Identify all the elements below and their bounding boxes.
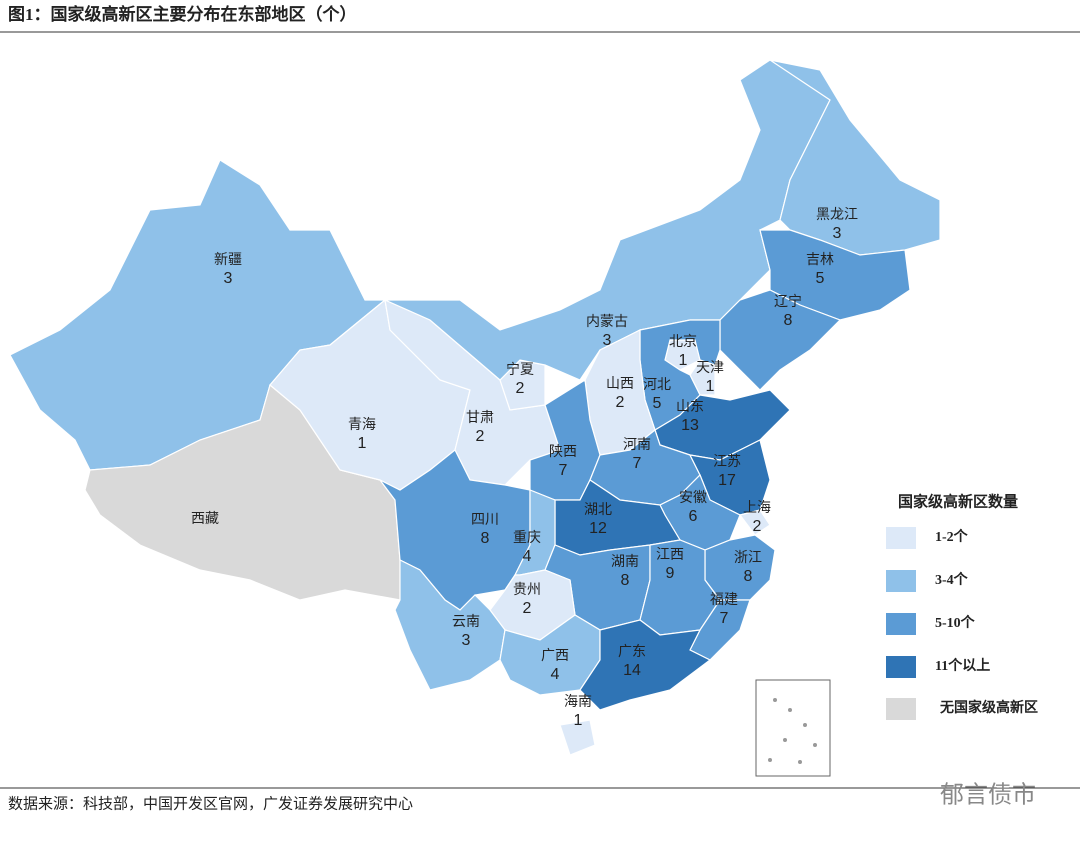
province-count: 1 — [706, 378, 715, 395]
province-name: 浙江 — [734, 550, 762, 566]
province-count: 2 — [523, 600, 532, 617]
islands — [768, 698, 817, 764]
inset-box — [755, 679, 831, 777]
legend-swatch — [886, 656, 916, 678]
province-count: 12 — [589, 520, 607, 537]
province-count: 3 — [603, 332, 612, 349]
legend-swatch — [886, 527, 916, 549]
province-count: 1 — [574, 712, 583, 729]
province-name: 云南 — [452, 614, 480, 630]
legend-label: 5-10个 — [935, 614, 976, 631]
province-name: 海南 — [564, 694, 592, 710]
province-name: 吉林 — [806, 252, 834, 268]
legend-title: 国家级高新区数量 — [898, 492, 1018, 510]
province-name: 湖北 — [584, 502, 612, 518]
province-count: 1 — [358, 435, 367, 452]
province-name: 宁夏 — [506, 361, 534, 378]
province-name: 江西 — [656, 547, 684, 563]
province-count: 6 — [689, 508, 698, 525]
province-name: 广西 — [541, 648, 569, 664]
province-name: 广东 — [618, 644, 646, 660]
province-count: 1 — [679, 352, 688, 369]
province-count: 9 — [666, 565, 675, 582]
province-count: 3 — [462, 632, 471, 649]
province-name: 新疆 — [214, 252, 242, 268]
province-name: 江苏 — [713, 454, 741, 470]
watermark: 郁言债市 — [940, 782, 1036, 809]
province-name: 四川 — [471, 513, 499, 528]
province-name: 贵州 — [513, 582, 541, 598]
province-count: 14 — [623, 662, 641, 679]
map: 新疆 3 西藏 青海 1 甘肃 2 宁夏 2 内蒙古 3 黑龙江 3 吉林 5 辽宁 8 北京 1 天津 1 河北 5 山西 2… — [9, 59, 941, 756]
province-name: 上海 — [743, 500, 771, 516]
province-count: 8 — [481, 530, 490, 547]
province-name: 西藏 — [191, 511, 219, 527]
legend-swatch — [886, 570, 916, 592]
legend-label: 3-4个 — [935, 571, 969, 588]
province-name: 山西 — [606, 376, 634, 392]
province-name: 青海 — [348, 417, 376, 433]
province-count: 13 — [681, 417, 699, 434]
province-name: 山东 — [676, 399, 704, 415]
province-name: 天津 — [696, 360, 724, 376]
legend-swatch — [886, 613, 916, 635]
province-name: 内蒙古 — [586, 314, 628, 330]
province-count: 3 — [224, 270, 233, 287]
source: 数据来源：科技部，中国开发区官网，广发证券发展研究中心 — [8, 795, 413, 812]
province-count: 5 — [653, 395, 662, 412]
province-name: 黑龙江 — [816, 207, 858, 223]
province-count: 8 — [744, 568, 753, 585]
province-name: 福建 — [710, 592, 738, 608]
province-count: 4 — [523, 548, 532, 565]
province-count: 5 — [816, 270, 825, 287]
title: 图1：国家级高新区主要分布在东部地区（个） — [8, 4, 357, 24]
province-count: 2 — [516, 380, 525, 397]
province — [559, 719, 596, 756]
province-count: 4 — [551, 666, 560, 683]
province-name: 陕西 — [549, 444, 577, 460]
province-count: 7 — [559, 462, 568, 479]
province-count: 17 — [718, 472, 736, 489]
province-name: 河南 — [623, 437, 651, 453]
province — [738, 509, 771, 536]
province-name: 湖南 — [611, 554, 639, 570]
province-count: 3 — [833, 225, 842, 242]
province-name: 辽宁 — [774, 293, 802, 310]
province-count: 2 — [753, 518, 762, 535]
province-count: 8 — [784, 312, 793, 329]
province-name: 甘肃 — [466, 410, 494, 426]
legend-label: 1-2个 — [935, 528, 969, 545]
province — [759, 229, 911, 321]
province-count: 7 — [720, 610, 729, 627]
province-count: 2 — [476, 428, 485, 445]
legend-label: 无国家级高新区 — [939, 699, 1038, 716]
province-name: 北京 — [669, 334, 697, 350]
province-count: 7 — [633, 455, 642, 472]
province-count: 8 — [621, 572, 630, 589]
province-count: 2 — [616, 394, 625, 411]
province — [579, 619, 712, 711]
province-name: 河北 — [643, 377, 671, 393]
legend-label: 11个以上 — [935, 657, 990, 674]
province-name: 重庆 — [513, 530, 541, 546]
province-name: 安徽 — [679, 490, 707, 506]
legend-swatch — [886, 698, 916, 720]
